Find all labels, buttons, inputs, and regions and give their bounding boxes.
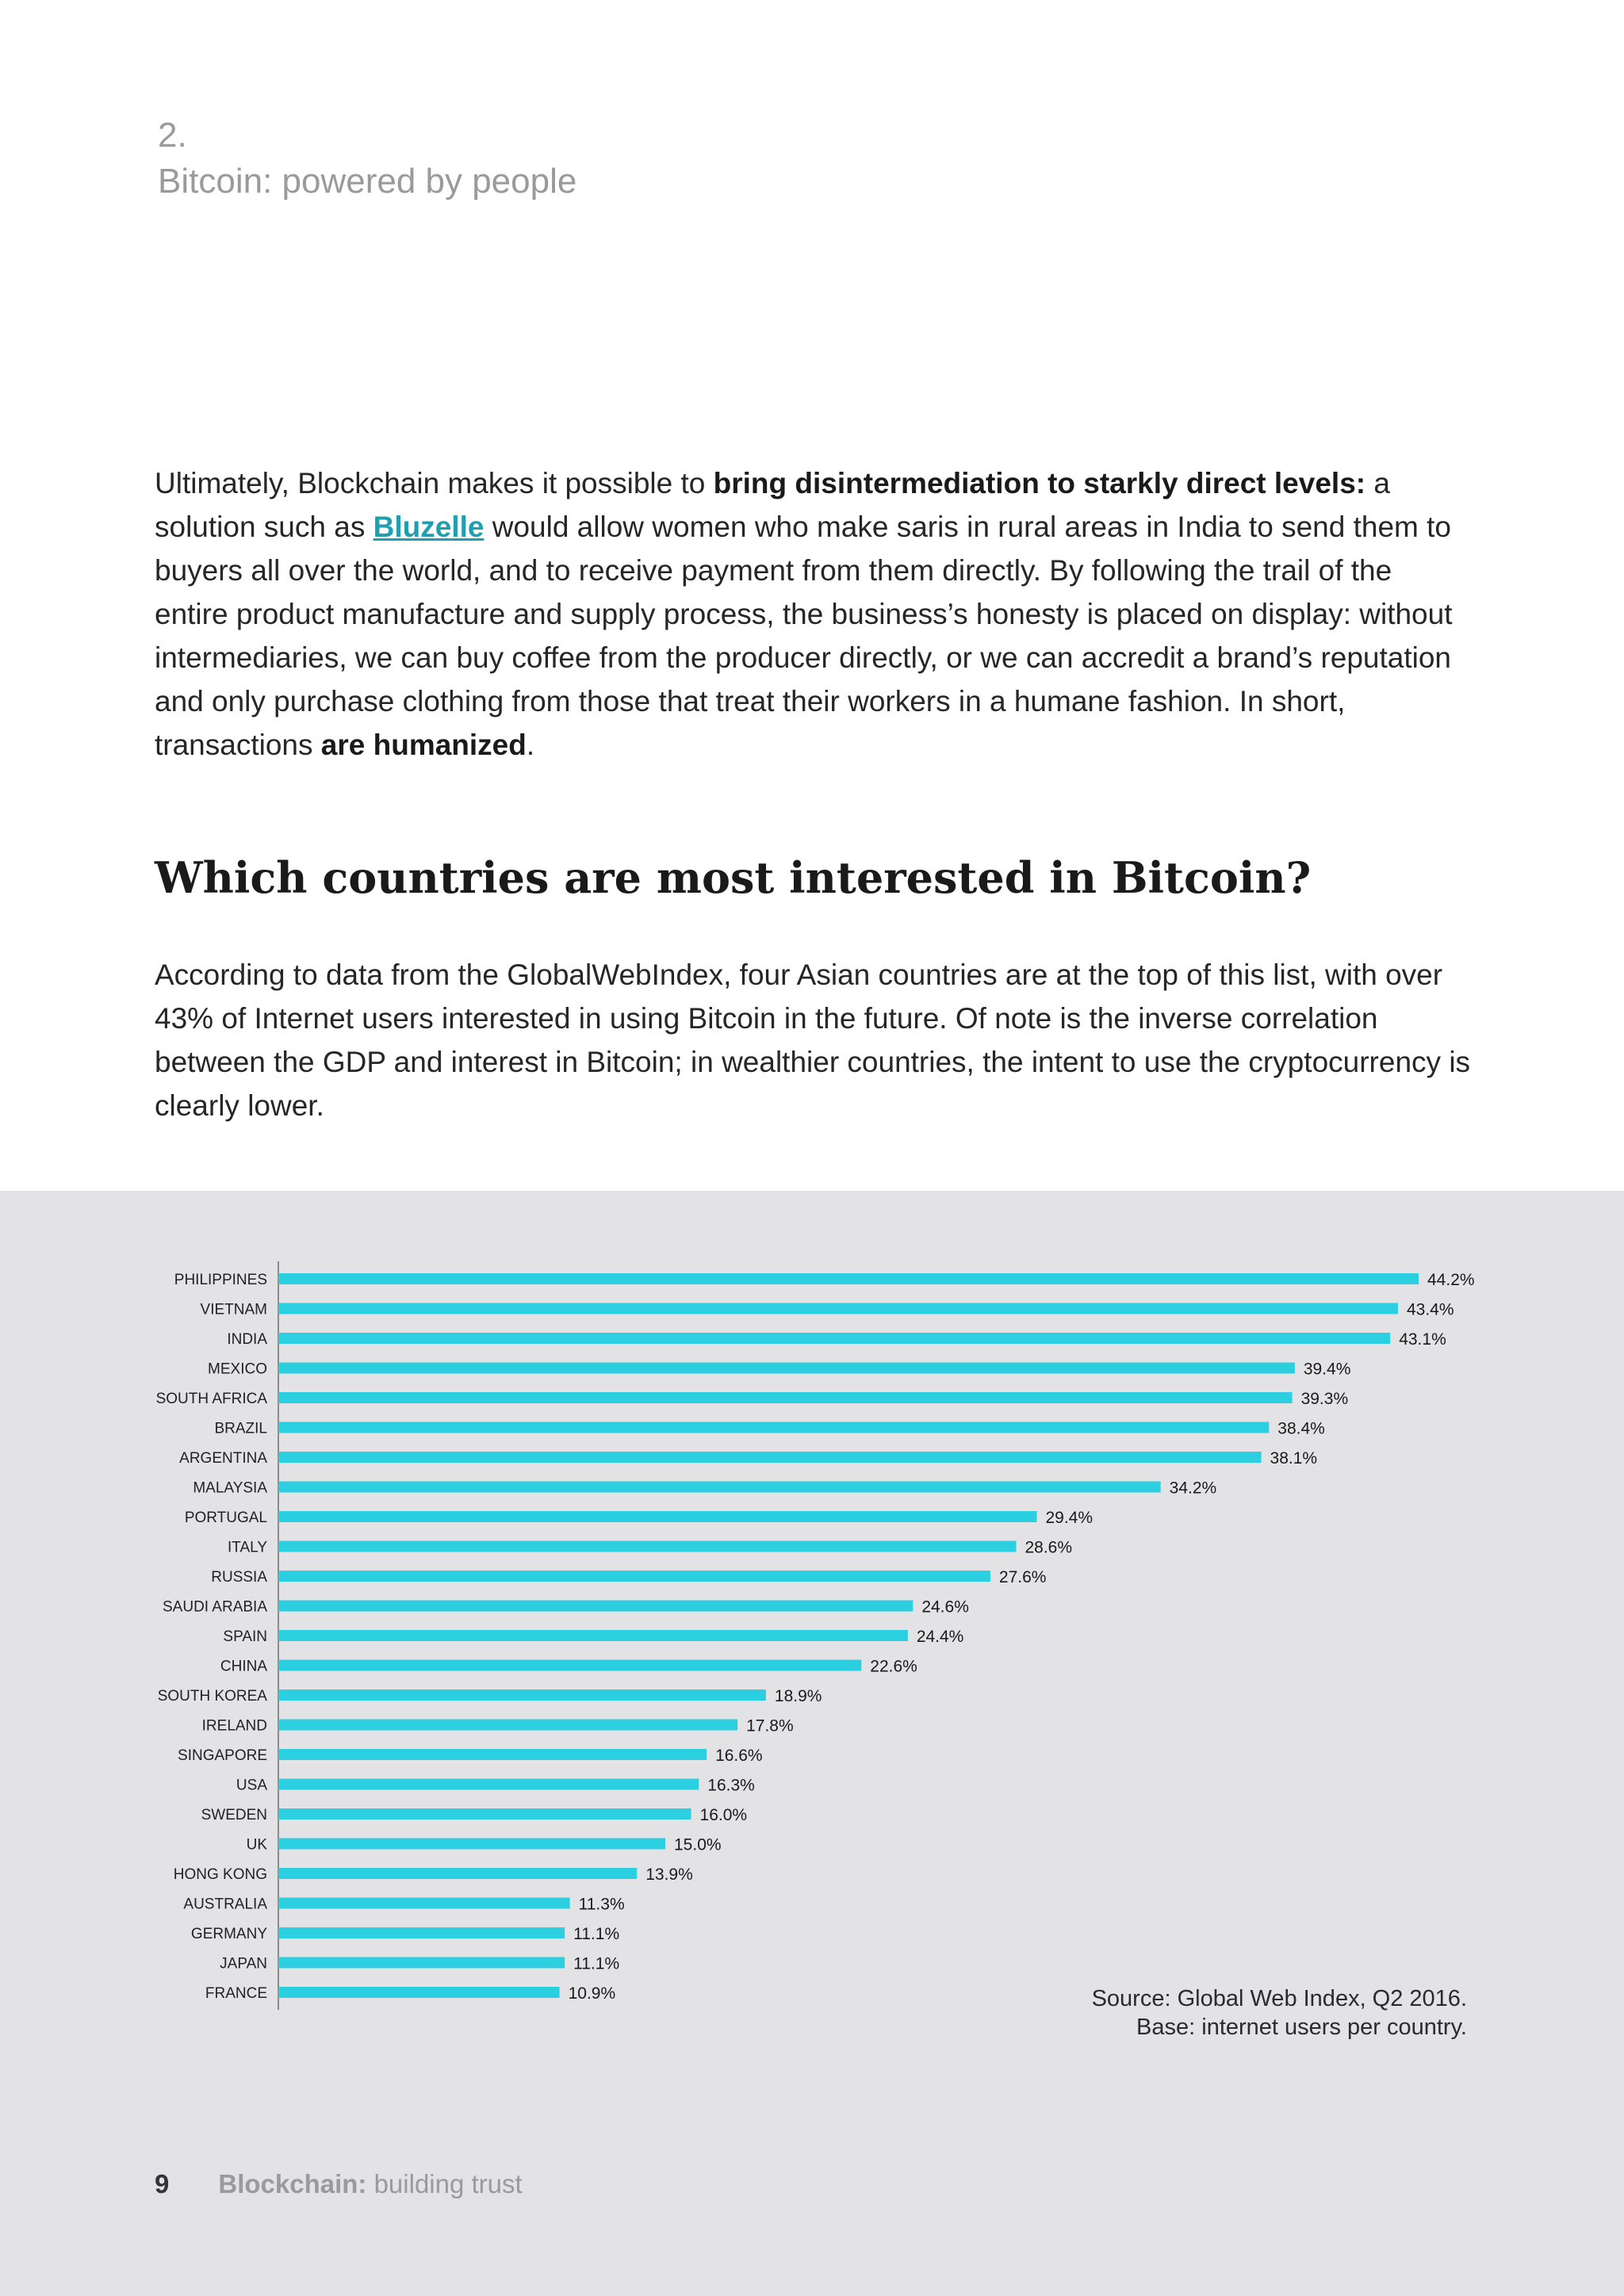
category-label: ITALY	[228, 1540, 267, 1556]
section-number: 2.	[158, 116, 187, 155]
bar	[278, 1273, 1419, 1284]
category-label: USA	[236, 1777, 267, 1794]
value-label: 39.3%	[1301, 1390, 1349, 1408]
value-label: 39.4%	[1304, 1360, 1351, 1379]
category-label: SOUTH AFRICA	[156, 1391, 268, 1407]
section-title: Bitcoin: powered by people	[158, 162, 577, 201]
category-label: GERMANY	[191, 1926, 267, 1942]
value-label: 43.4%	[1407, 1301, 1454, 1319]
value-label: 11.1%	[573, 1955, 619, 1973]
value-label: 24.6%	[921, 1598, 969, 1617]
intro-text-3: would allow women who make saris in rura…	[155, 511, 1453, 761]
value-label: 38.4%	[1277, 1420, 1325, 1438]
category-label: IRELAND	[202, 1718, 267, 1735]
category-label: ARGENTINA	[179, 1450, 267, 1467]
bar	[278, 1659, 862, 1671]
value-label: 38.1%	[1270, 1449, 1318, 1468]
category-label: CHINA	[220, 1659, 267, 1675]
section-heading: 2. Bitcoin: powered by people	[158, 113, 576, 205]
bar	[278, 1778, 699, 1790]
category-label: PORTUGAL	[185, 1510, 267, 1526]
category-label: SWEDEN	[201, 1807, 267, 1823]
category-label: SPAIN	[223, 1628, 267, 1645]
category-label: FRANCE	[205, 1985, 267, 2002]
value-label: 34.2%	[1170, 1479, 1217, 1498]
intro-paragraph: Ultimately, Blockchain makes it possible…	[155, 461, 1471, 767]
bar	[278, 1868, 638, 1879]
value-label: 17.8%	[746, 1717, 794, 1735]
bar	[278, 1362, 1295, 1374]
category-label: HONG KONG	[174, 1866, 267, 1883]
category-label: MALAYSIA	[193, 1480, 267, 1497]
question-heading: Which countries are most interested in B…	[155, 852, 1312, 903]
footer-tagline: building trust	[366, 2169, 523, 2198]
intro-text-4: .	[526, 729, 535, 761]
bar	[278, 1422, 1270, 1433]
bar	[278, 1540, 1017, 1552]
intro-text-1: Ultimately, Blockchain makes it possible…	[155, 467, 714, 499]
category-label: JAPAN	[220, 1956, 267, 1973]
bar	[278, 1630, 908, 1641]
chart-source: Source: Global Web Index, Q2 2016. Base:…	[1092, 1984, 1467, 2042]
chart-background	[0, 1191, 1624, 2296]
value-label: 16.3%	[707, 1777, 755, 1795]
value-label: 29.4%	[1045, 1509, 1093, 1527]
category-label: RUSSIA	[211, 1569, 267, 1586]
bar-chart: PHILIPPINES 44.2% VIETNAM 43.4% INDIA 43.1% ME…	[156, 1261, 1475, 2010]
value-label: 44.2%	[1427, 1271, 1475, 1289]
category-label: SOUTH KOREA	[158, 1688, 268, 1705]
category-label: UK	[247, 1837, 268, 1854]
bar	[278, 1303, 1398, 1314]
value-label: 43.1%	[1399, 1330, 1446, 1349]
bar	[278, 1897, 570, 1909]
footer-brand: Blockchain:	[218, 2169, 367, 2198]
value-label: 16.0%	[700, 1806, 748, 1824]
page-footer: 9 Blockchain: building trust	[155, 2169, 523, 2199]
value-label: 10.9%	[569, 1984, 616, 2003]
category-label: PHILIPPINES	[174, 1272, 267, 1288]
bluzelle-link[interactable]: Bluzelle	[373, 511, 485, 543]
category-label: SINGAPORE	[178, 1747, 267, 1764]
bar	[278, 1481, 1161, 1493]
bar	[278, 1719, 738, 1731]
intro-bold-2: are humanized	[320, 729, 527, 761]
value-label: 16.6%	[715, 1747, 763, 1765]
bar	[278, 1689, 766, 1701]
intro-text-2: a solution such as	[155, 467, 1390, 543]
bar	[278, 1808, 691, 1820]
category-label: MEXICO	[208, 1361, 267, 1378]
value-label: 24.4%	[917, 1628, 964, 1646]
bar	[278, 1987, 560, 1998]
value-label: 11.3%	[579, 1896, 625, 1914]
bar	[278, 1571, 990, 1582]
source-line-1: Source: Global Web Index, Q2 2016.	[1091, 1986, 1467, 2011]
bar	[278, 1452, 1262, 1463]
page-number: 9	[155, 2169, 170, 2198]
bar	[278, 1957, 565, 1969]
value-label: 28.6%	[1025, 1539, 1072, 1557]
value-label: 22.6%	[870, 1658, 917, 1676]
bar	[278, 1749, 707, 1760]
category-label: SAUDI ARABIA	[163, 1599, 267, 1616]
value-label: 27.6%	[999, 1568, 1047, 1586]
value-label: 13.9%	[645, 1866, 693, 1884]
category-label: AUSTRALIA	[183, 1896, 267, 1913]
bar	[278, 1511, 1037, 1522]
bar	[278, 1333, 1391, 1344]
intro-bold-1: bring disintermediation to starkly direc…	[713, 467, 1366, 499]
value-label: 18.9%	[775, 1687, 822, 1705]
bar	[278, 1600, 914, 1612]
category-label: VIETNAM	[201, 1302, 267, 1318]
category-label: BRAZIL	[214, 1421, 267, 1437]
source-line-2: Base: internet users per country.	[1136, 2015, 1467, 2040]
value-label: 15.0%	[674, 1836, 722, 1854]
bar	[278, 1927, 565, 1938]
body-paragraph: According to data from the GlobalWebInde…	[155, 959, 1471, 1122]
value-label: 11.1%	[573, 1925, 619, 1943]
bar	[278, 1392, 1293, 1403]
bar	[278, 1838, 666, 1850]
category-label: INDIA	[227, 1331, 267, 1348]
